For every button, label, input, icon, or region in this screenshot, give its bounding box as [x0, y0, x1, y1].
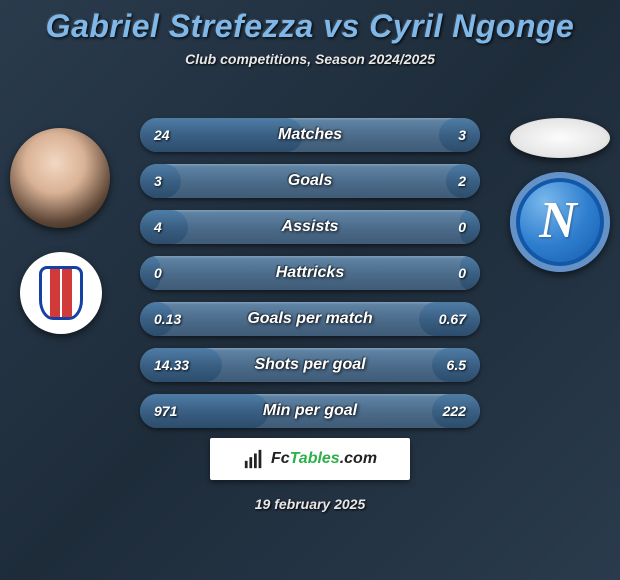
stat-value-right: 0 [458, 265, 466, 281]
stat-value-right: 6.5 [447, 357, 466, 373]
stat-label: Goals [140, 172, 480, 190]
stat-bar: Goals [140, 164, 480, 198]
stat-row: Shots per goal14.33 6.5 [0, 348, 620, 382]
stat-value-left: 24 [154, 127, 170, 143]
stat-bar: Matches [140, 118, 480, 152]
brand-com: .com [340, 450, 377, 467]
brand-fc: Fc [271, 450, 290, 467]
fctables-logo-icon [243, 448, 265, 470]
page-title: Gabriel Strefezza vs Cyril Ngonge [0, 0, 620, 45]
stat-row: Goals per match0.13 0.67 [0, 302, 620, 336]
stat-value-left: 0 [154, 265, 162, 281]
stat-bar: Shots per goal [140, 348, 480, 382]
stat-value-right: 0.67 [439, 311, 466, 327]
stat-label: Assists [140, 218, 480, 236]
stat-value-right: 3 [458, 127, 466, 143]
comparison-card: Gabriel Strefezza vs Cyril Ngonge Club c… [0, 0, 620, 580]
stat-row: Matches24 3 [0, 118, 620, 152]
stat-bar: Goals per match [140, 302, 480, 336]
brand-tables: Tables [290, 450, 340, 467]
subtitle: Club competitions, Season 2024/2025 [0, 51, 620, 67]
brand-box: FcTables.com [210, 438, 410, 480]
stat-bar: Min per goal [140, 394, 480, 428]
stat-value-left: 3 [154, 173, 162, 189]
stat-value-left: 14.33 [154, 357, 189, 373]
stat-row: Goals3 2 [0, 164, 620, 198]
stat-value-right: 222 [443, 403, 466, 419]
date-text: 19 february 2025 [0, 496, 620, 512]
stat-fill-left [140, 210, 188, 244]
stat-row: Hattricks0 0 [0, 256, 620, 290]
stat-label: Hattricks [140, 264, 480, 282]
stat-value-left: 971 [154, 403, 177, 419]
stat-bar: Hattricks [140, 256, 480, 290]
stat-bar: Assists [140, 210, 480, 244]
stat-rows: Matches243Goals32Assists40Hattricks00Goa… [0, 118, 620, 440]
stat-value-left: 0.13 [154, 311, 181, 327]
stat-value-right: 0 [458, 219, 466, 235]
stat-row: Assists4 0 [0, 210, 620, 244]
brand-text: FcTables.com [271, 450, 377, 468]
stat-row: Min per goal971 222 [0, 394, 620, 428]
stat-value-right: 2 [458, 173, 466, 189]
stat-value-left: 4 [154, 219, 162, 235]
